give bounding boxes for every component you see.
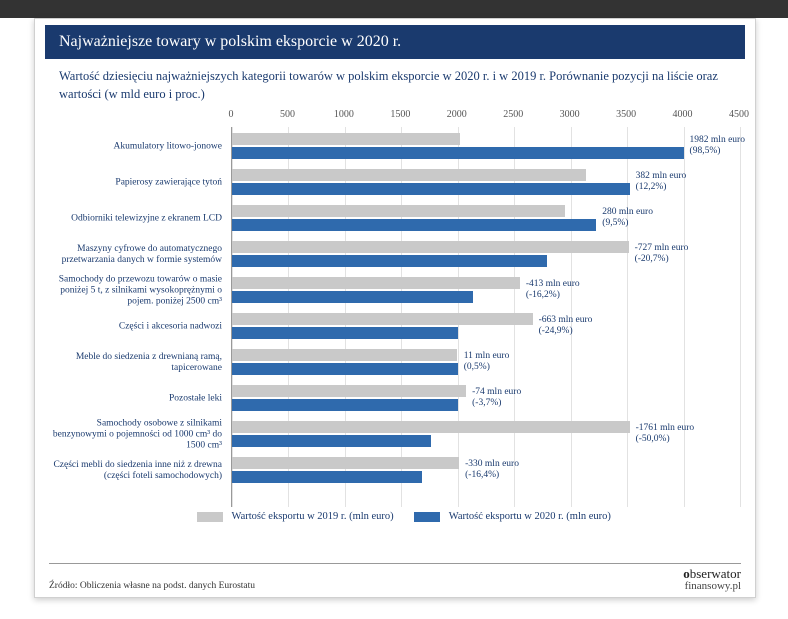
delta-value-label: 280 mln euro(9,5%) bbox=[602, 207, 653, 228]
row-category-label: Części mebli do siedzenia inne niż z dre… bbox=[50, 460, 226, 482]
bar-2020 bbox=[232, 255, 547, 267]
bar-2020 bbox=[232, 147, 684, 159]
legend: Wartość eksportu w 2019 r. (mln euro) Wa… bbox=[49, 511, 741, 529]
bar-2020 bbox=[232, 471, 422, 483]
legend-swatch-2020 bbox=[414, 512, 440, 522]
chart-row: Papierosy zawierające tytoń382 mln euro(… bbox=[232, 165, 737, 201]
bar-2020 bbox=[232, 435, 431, 447]
chart-row: Meble do siedzenia z drewnianą ramą, tap… bbox=[232, 345, 737, 381]
delta-value-label: -74 mln euro(-3,7%) bbox=[472, 387, 521, 408]
row-category-label: Meble do siedzenia z drewnianą ramą, tap… bbox=[50, 352, 226, 374]
bar-2020 bbox=[232, 327, 458, 339]
x-tick-label: 1000 bbox=[334, 109, 354, 120]
delta-value-label: -330 mln euro(-16,4%) bbox=[465, 459, 519, 480]
chart-row: Odbiorniki telewizyjne z ekranem LCD280 … bbox=[232, 201, 737, 237]
chart-row: Samochody osobowe z silnikami benzynowym… bbox=[232, 417, 737, 453]
chart-row: Pozostałe leki-74 mln euro(-3,7%) bbox=[232, 381, 737, 417]
bar-2019 bbox=[232, 205, 565, 217]
title-text: Najważniejsze towary w polskim eksporcie… bbox=[59, 33, 401, 50]
bar-2019 bbox=[232, 241, 629, 253]
delta-value-label: -663 mln euro(-24,9%) bbox=[539, 315, 593, 336]
row-category-label: Samochody do przewozu towarów o masie po… bbox=[50, 275, 226, 308]
bar-2019 bbox=[232, 313, 533, 325]
row-category-label: Akumulatory litowo-jonowe bbox=[50, 142, 226, 153]
page-background: Najważniejsze towary w polskim eksporcie… bbox=[0, 0, 788, 619]
x-tick-label: 500 bbox=[280, 109, 295, 120]
delta-value-label: 11 mln euro(0,5%) bbox=[464, 351, 510, 372]
bar-2019 bbox=[232, 133, 460, 145]
bar-2019 bbox=[232, 277, 520, 289]
brand-logo: obserwator finansowy.pl bbox=[683, 568, 741, 591]
row-category-label: Samochody osobowe z silnikami benzynowym… bbox=[50, 419, 226, 452]
x-tick-label: 4000 bbox=[673, 109, 693, 120]
plot-area: Akumulatory litowo-jonowe1982 mln euro(9… bbox=[231, 127, 737, 507]
chart-subtitle: Wartość dziesięciu najważniejszych kateg… bbox=[45, 59, 745, 107]
row-category-label: Papierosy zawierające tytoń bbox=[50, 178, 226, 189]
legend-swatch-2019 bbox=[197, 512, 223, 522]
x-tick-label: 4500 bbox=[729, 109, 749, 120]
x-tick-label: 3000 bbox=[560, 109, 580, 120]
x-tick-label: 1500 bbox=[390, 109, 410, 120]
x-tick-label: 2000 bbox=[447, 109, 467, 120]
bar-2020 bbox=[232, 183, 630, 195]
bar-2020 bbox=[232, 363, 458, 375]
x-tick-label: 2500 bbox=[503, 109, 523, 120]
bar-2020 bbox=[232, 291, 473, 303]
source-text: Źródło: Obliczenia własne na podst. dany… bbox=[49, 581, 255, 591]
bar-2019 bbox=[232, 169, 586, 181]
bar-2019 bbox=[232, 421, 630, 433]
delta-value-label: -1761 mln euro(-50,0%) bbox=[636, 423, 695, 444]
bar-2019 bbox=[232, 349, 457, 361]
chart-row: Części mebli do siedzenia inne niż z dre… bbox=[232, 453, 737, 489]
bar-2020 bbox=[232, 219, 596, 231]
chart-row: Akumulatory litowo-jonowe1982 mln euro(9… bbox=[232, 129, 737, 165]
row-category-label: Odbiorniki telewizyjne z ekranem LCD bbox=[50, 214, 226, 225]
chart-row: Części i akcesoria nadwozi-663 mln euro(… bbox=[232, 309, 737, 345]
brand-line2: finansowy.pl bbox=[683, 581, 741, 591]
x-tick-label: 0 bbox=[229, 109, 234, 120]
row-category-label: Części i akcesoria nadwozi bbox=[50, 322, 226, 333]
cropped-dark-header bbox=[0, 0, 788, 18]
infographic-card: Najważniejsze towary w polskim eksporcie… bbox=[34, 18, 756, 598]
legend-label-2019: Wartość eksportu w 2019 r. (mln euro) bbox=[232, 511, 394, 522]
chart-row: Maszyny cyfrowe do automatycznego przetw… bbox=[232, 237, 737, 273]
x-tick-label: 3500 bbox=[616, 109, 636, 120]
delta-value-label: -413 mln euro(-16,2%) bbox=[526, 279, 580, 300]
chart-title: Najważniejsze towary w polskim eksporcie… bbox=[45, 25, 745, 59]
row-category-label: Pozostałe leki bbox=[50, 394, 226, 405]
bar-2019 bbox=[232, 457, 459, 469]
row-category-label: Maszyny cyfrowe do automatycznego przetw… bbox=[50, 244, 226, 266]
chart-area: 050010001500200025003000350040004500 Aku… bbox=[49, 109, 741, 529]
footer: Źródło: Obliczenia własne na podst. dany… bbox=[49, 563, 741, 591]
bar-2020 bbox=[232, 399, 458, 411]
x-axis-ticks: 050010001500200025003000350040004500 bbox=[231, 109, 737, 125]
delta-value-label: 382 mln euro(12,2%) bbox=[636, 171, 687, 192]
legend-label-2020: Wartość eksportu w 2020 r. (mln euro) bbox=[449, 511, 611, 522]
gridline bbox=[740, 127, 741, 507]
bar-2019 bbox=[232, 385, 466, 397]
chart-row: Samochody do przewozu towarów o masie po… bbox=[232, 273, 737, 309]
delta-value-label: 1982 mln euro(98,5%) bbox=[690, 135, 745, 156]
delta-value-label: -727 mln euro(-20,7%) bbox=[635, 243, 689, 264]
